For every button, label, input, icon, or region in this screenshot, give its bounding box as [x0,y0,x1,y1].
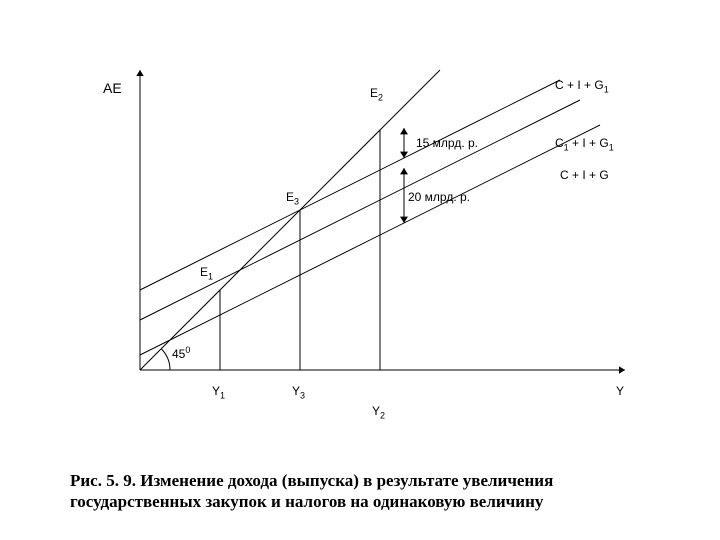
line-top [140,80,560,290]
label-e1: E1 [200,265,213,281]
label-y1: Y1 [212,384,225,400]
label-curve-bot: C + I + G [560,168,609,182]
ae-lines [140,70,600,370]
label-y3: Y3 [292,384,305,400]
label-curve-top: C + I + G1 [555,78,609,94]
drop-lines [220,130,380,370]
line-45deg [140,70,440,370]
angle-arc [161,349,170,370]
axes [136,70,625,374]
label-e3: E3 [286,190,299,206]
label-gap20: 20 млрд. р. [408,190,470,204]
page: AE Y 450 E1 E2 E3 Y1 Y3 Y2 15 млрд. р. 2… [0,0,720,540]
label-gap15: 15 млрд. р. [416,136,478,150]
label-curve-mid: C1 + I + G1 [555,136,614,152]
figure-caption: Рис. 5. 9. Изменение дохода (выпуска) в … [70,470,670,513]
line-bottom [140,125,600,355]
line-middle [140,100,580,320]
label-y-axis: Y [616,384,624,398]
label-y2: Y2 [372,404,385,420]
label-45deg: 450 [172,345,190,361]
gap-arrows [400,128,408,223]
label-ae: AE [103,80,122,96]
arc-45 [161,349,170,370]
label-e2: E2 [370,86,383,102]
